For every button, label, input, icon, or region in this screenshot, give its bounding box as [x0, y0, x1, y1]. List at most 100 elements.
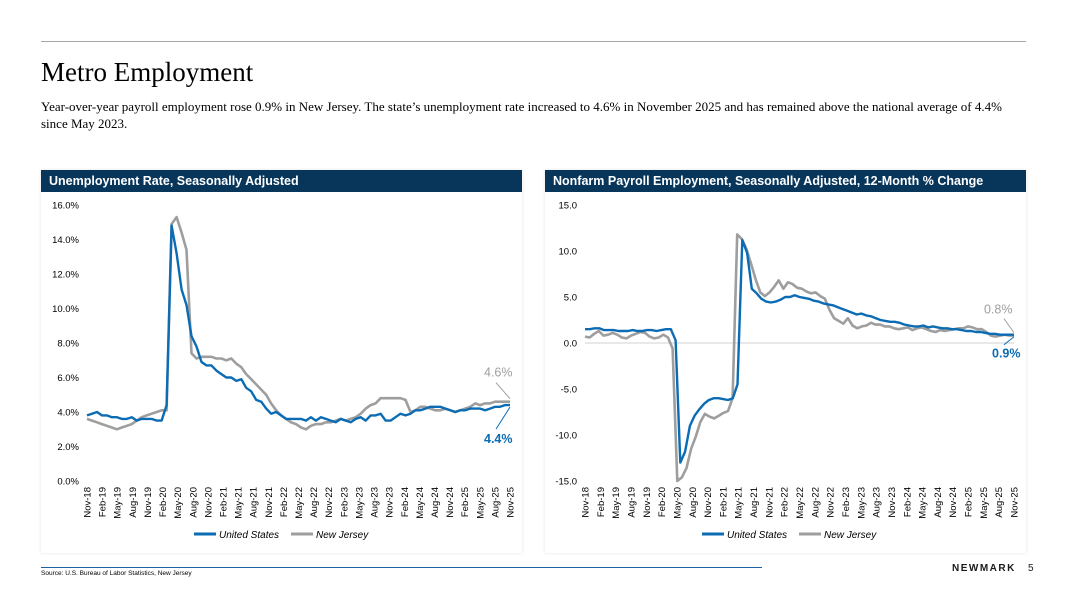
y-tick-label: 4.0%	[57, 408, 79, 419]
x-tick-label: May-19	[611, 487, 622, 519]
x-tick-label: Nov-22	[826, 487, 837, 518]
y-tick-label: 5.0	[564, 293, 577, 304]
page-number: 5	[1028, 563, 1034, 574]
footer-rule	[41, 567, 762, 568]
x-tick-label: Feb-23	[339, 487, 350, 517]
series-line-new-jersey	[584, 233, 1014, 483]
y-tick-label: -5.0	[561, 385, 577, 396]
x-tick-label: May-24	[918, 487, 929, 519]
x-tick-label: Feb-19	[596, 487, 607, 517]
x-tick-label: Nov-19	[143, 487, 154, 518]
x-tick-label: May-21	[734, 487, 745, 519]
x-tick-label: May-22	[294, 487, 305, 519]
unemployment-chart-title: Unemployment Rate, Seasonally Adjusted	[41, 170, 522, 192]
page-title: Metro Employment	[41, 57, 254, 87]
x-tick-label: May-23	[354, 487, 365, 519]
x-tick-label: May-24	[415, 487, 426, 519]
end-label-leader	[495, 406, 511, 430]
x-tick-label: Nov-24	[445, 487, 456, 518]
y-tick-label: 6.0%	[57, 373, 79, 384]
series-line-new-jersey	[86, 215, 510, 431]
x-tick-label: Feb-23	[841, 487, 852, 517]
x-tick-label: Aug-19	[626, 487, 637, 518]
x-tick-label: Nov-18	[83, 487, 94, 518]
x-tick-label: Nov-18	[581, 487, 592, 518]
x-tick-label: Aug-21	[749, 487, 760, 518]
x-tick-label: May-25	[979, 487, 990, 519]
x-tick-label: Nov-21	[264, 487, 275, 518]
x-tick-label: Feb-20	[158, 487, 169, 517]
unemployment-chart: 0.0% 2.0% 4.0% 6.0% 8.0% 10.0% 12.0% 14.0% 16.0%…	[52, 201, 517, 542]
x-tick-label: Feb-22	[780, 487, 791, 517]
end-value-label-united-states: 0.9%	[992, 347, 1021, 361]
end-value-label-new-jersey: 0.8%	[984, 303, 1013, 317]
x-tick-label: Nov-23	[887, 487, 898, 518]
legend-label-united-states: United States	[727, 530, 787, 541]
x-tick-label: Aug-22	[309, 487, 320, 518]
payroll-chart-title: Nonfarm Payroll Employment, Seasonally A…	[545, 170, 1026, 192]
x-tick-label: Nov-21	[764, 487, 775, 518]
y-tick-label: -10.0	[555, 431, 577, 442]
x-tick-label: Nov-20	[203, 487, 214, 518]
x-tick-label: Aug-25	[994, 487, 1005, 518]
x-tick-label: Nov-22	[324, 487, 335, 518]
x-tick-label: May-21	[234, 487, 245, 519]
x-tick-label: Nov-24	[948, 487, 959, 518]
end-value-label-new-jersey: 4.6%	[484, 366, 513, 380]
y-tick-label: 10.0%	[52, 304, 79, 315]
y-tick-label: 12.0%	[52, 270, 79, 281]
payroll-chart: -15.0 -10.0 -5.0 0.0 5.0 10.0 15.0 Nov-18 Feb-19…	[555, 201, 1021, 542]
x-tick-label: Nov-19	[642, 487, 653, 518]
y-tick-label: 0.0%	[57, 477, 79, 488]
x-tick-label: Feb-25	[460, 487, 471, 517]
x-tick-label: Aug-23	[872, 487, 883, 518]
x-tick-label: May-22	[795, 487, 806, 519]
end-label-leader	[495, 382, 511, 399]
x-tick-label: Aug-21	[249, 487, 260, 518]
y-tick-label: 0.0	[564, 339, 577, 350]
x-tick-label: Aug-24	[430, 487, 441, 518]
legend-label-united-states: United States	[219, 530, 279, 541]
end-label-leader	[1003, 318, 1015, 333]
x-tick-label: May-23	[856, 487, 867, 519]
top-rule	[41, 41, 1026, 42]
x-tick-label: Feb-19	[98, 487, 109, 517]
x-tick-label: May-19	[113, 487, 124, 519]
x-tick-label: Feb-22	[279, 487, 290, 517]
series-line-united-states	[86, 224, 510, 424]
y-tick-label: 14.0%	[52, 235, 79, 246]
x-tick-label: Nov-20	[703, 487, 714, 518]
x-tick-label: Feb-24	[902, 487, 913, 517]
x-tick-label: Aug-25	[490, 487, 501, 518]
series-line-united-states	[585, 238, 1014, 464]
y-tick-label: 10.0	[559, 247, 578, 258]
legend-label-new-jersey: New Jersey	[316, 530, 369, 541]
x-tick-label: Nov-23	[385, 487, 396, 518]
unemployment-chart-panel: Unemployment Rate, Seasonally Adjusted 0…	[41, 170, 522, 553]
x-tick-label: Aug-24	[933, 487, 944, 518]
x-tick-label: Aug-20	[688, 487, 699, 518]
x-tick-label: Feb-25	[964, 487, 975, 517]
y-tick-label: 8.0%	[57, 339, 79, 350]
end-value-label-united-states: 4.4%	[484, 432, 513, 446]
brand-logo: NEWMARK	[952, 563, 1016, 574]
y-tick-label: 16.0%	[52, 201, 79, 212]
page-subtitle: Year-over-year payroll employment rose 0…	[41, 99, 1002, 131]
chart-legend: United States New Jersey	[702, 530, 877, 541]
x-tick-label: Feb-21	[218, 487, 229, 517]
x-tick-label: May-20	[672, 487, 683, 519]
x-tick-label: Nov-25	[506, 487, 517, 518]
x-tick-label: Feb-20	[657, 487, 668, 517]
x-tick-label: Aug-19	[128, 487, 139, 518]
x-tick-label: Nov-25	[1010, 487, 1021, 518]
x-tick-label: Aug-20	[188, 487, 199, 518]
x-tick-label: Aug-22	[810, 487, 821, 518]
x-tick-label: Feb-21	[718, 487, 729, 517]
payroll-chart-panel: Nonfarm Payroll Employment, Seasonally A…	[545, 170, 1026, 553]
source-note: Source: U.S. Bureau of Labor Statistics,…	[41, 570, 192, 577]
y-tick-label: -15.0	[555, 477, 577, 488]
y-tick-label: 2.0%	[57, 442, 79, 453]
x-tick-label: May-25	[475, 487, 486, 519]
x-tick-label: Aug-23	[370, 487, 381, 518]
legend-label-new-jersey: New Jersey	[824, 530, 877, 541]
